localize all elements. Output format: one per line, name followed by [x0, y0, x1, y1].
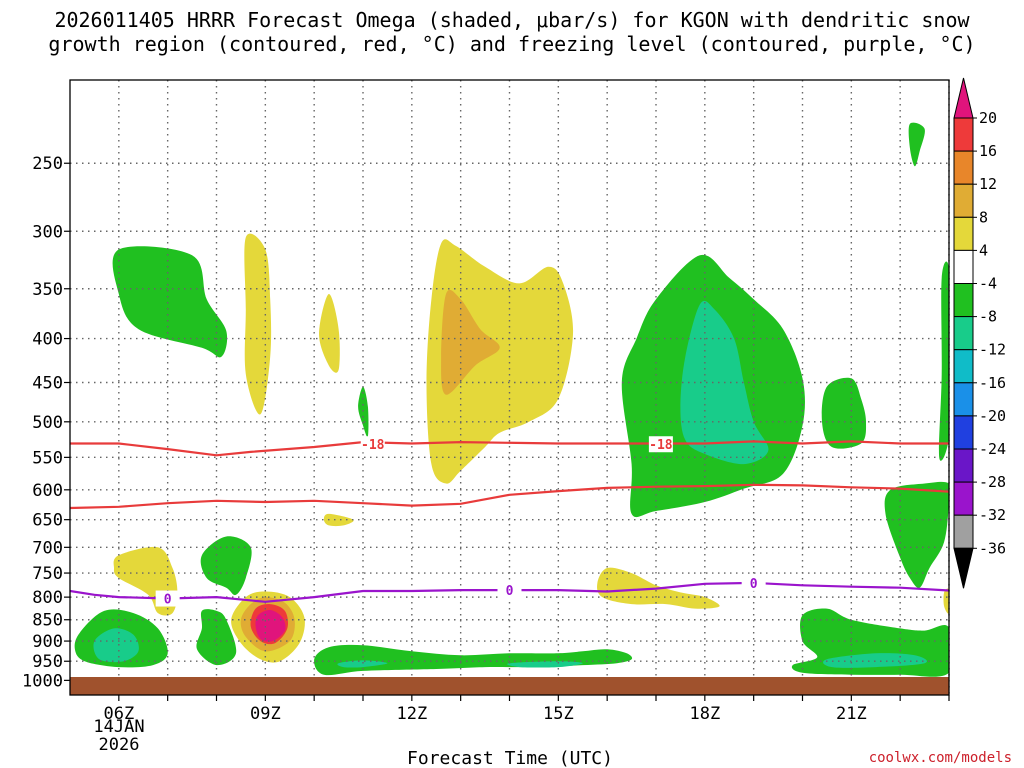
- omega-shaded-region: [319, 293, 340, 373]
- y-tick-label: 1000: [22, 671, 63, 691]
- x-axis-label: Forecast Time (UTC): [407, 748, 613, 768]
- x-tick-label: 06Z: [103, 704, 134, 724]
- contour-label: 0: [506, 584, 514, 599]
- omega-shaded-region: [884, 481, 949, 588]
- y-tick-label: 550: [32, 448, 63, 468]
- colorbar-bin: [953, 415, 974, 450]
- colorbar-label: 16: [979, 142, 997, 160]
- y-tick-label: 950: [32, 652, 63, 672]
- colorbar-bin: [953, 448, 974, 483]
- colorbar-bin: [953, 150, 974, 185]
- dgz-contour-line: [70, 440, 949, 457]
- y-tick-label: 450: [32, 374, 63, 394]
- surface-ground-bar: [70, 677, 949, 695]
- y-tick-label: 300: [32, 222, 63, 242]
- colorbar-bin: [953, 216, 974, 251]
- x-tick-label: 15Z: [543, 704, 574, 724]
- colorbar-label: -32: [979, 506, 1006, 524]
- x-tick-label: 18Z: [689, 704, 720, 724]
- colorbar-bin: [953, 117, 974, 152]
- contour-label: 0: [750, 577, 758, 592]
- credit-text: coolwx.com/models: [869, 750, 1012, 766]
- y-tick-label: 700: [32, 538, 63, 558]
- x-date-year: 2026: [99, 735, 140, 755]
- colorbar-bin: [953, 249, 974, 284]
- colorbar-label: 8: [979, 208, 988, 226]
- y-tick-label: 900: [32, 632, 63, 652]
- colorbar-bin: [953, 382, 974, 417]
- contour-label-bg: [360, 436, 385, 453]
- colorbar-label: -28: [979, 473, 1006, 491]
- y-tick-label: 400: [32, 330, 63, 350]
- colorbar-bin: [953, 514, 974, 549]
- chart-title-line-1: 2026011405 HRRR Forecast Omega (shaded, …: [54, 8, 970, 32]
- colorbar-label: -8: [979, 308, 997, 326]
- omega-shaded-region: [255, 609, 286, 642]
- x-date-day: 14JAN: [93, 717, 144, 737]
- contour-label: -18: [361, 438, 385, 453]
- x-tick-label: 12Z: [396, 704, 427, 724]
- omega-shaded-region: [244, 233, 272, 415]
- omega-shaded-region: [323, 513, 354, 527]
- omega-shaded-region: [823, 653, 927, 668]
- colorbar-label: -16: [979, 374, 1006, 392]
- omega-shaded-region: [426, 239, 574, 484]
- colorbar-bin: [953, 283, 974, 318]
- colorbar-bin: [953, 183, 974, 218]
- x-tick-label: 21Z: [836, 704, 867, 724]
- y-tick-label: 250: [32, 154, 63, 174]
- colorbar-label: -4: [979, 275, 997, 293]
- y-tick-label: 350: [32, 280, 63, 300]
- omega-shaded-region: [337, 660, 388, 668]
- omega-shaded-region: [93, 628, 139, 663]
- omega-shaded-region: [507, 661, 583, 668]
- contour-label-bg: [497, 582, 522, 599]
- contour-label-bg: [648, 436, 673, 453]
- pressure-axis: 2503003504004505005506006507007508008509…: [22, 154, 70, 691]
- colorbar-label: -12: [979, 341, 1006, 359]
- colorbar-top-arrow: [953, 77, 974, 119]
- y-tick-label: 850: [32, 611, 63, 631]
- time-axis: 06Z 09Z 12Z 15Z 18Z 21Z: [103, 695, 950, 724]
- omega-shaded-region: [821, 377, 867, 449]
- contour-label: 0: [164, 593, 172, 608]
- gridlines: [70, 80, 950, 695]
- colorbar-bin: [953, 316, 974, 351]
- y-tick-label: 500: [32, 413, 63, 433]
- contour-label-bg: [155, 590, 180, 607]
- x-tick-label: 09Z: [250, 704, 281, 724]
- colorbar-label: -24: [979, 440, 1006, 458]
- omega-shaded-region: [908, 122, 925, 167]
- y-tick-label: 600: [32, 481, 63, 501]
- colorbar: 20 16 12 8 4 -4 -8 -12 -16 -20 -24 -28 -32 -36: [953, 77, 1006, 589]
- colorbar-bin: [953, 481, 974, 516]
- omega-shaded-region: [358, 386, 369, 438]
- omega-shaded-region: [314, 644, 633, 676]
- dgz-contour-line: [70, 483, 949, 510]
- omega-shaded-region: [943, 588, 949, 614]
- colorbar-bin: [953, 349, 974, 384]
- colorbar-label: -36: [979, 539, 1006, 557]
- contour-layer: -18 -18 0 0 0: [70, 436, 949, 608]
- contour-label: -18: [649, 438, 673, 453]
- omega-shaded-region: [200, 536, 252, 596]
- colorbar-label: -20: [979, 407, 1006, 425]
- colorbar-label: 4: [979, 241, 988, 259]
- omega-shaded-region: [196, 609, 237, 666]
- chart-title-line-2: growth region (contoured, red, °C) and f…: [48, 32, 975, 56]
- y-tick-label: 750: [32, 564, 63, 584]
- y-tick-label: 800: [32, 588, 63, 608]
- colorbar-bottom-arrow: [953, 547, 974, 589]
- omega-shaded-region: [938, 261, 949, 461]
- omega-shaded-region: [441, 289, 500, 395]
- colorbar-label: 12: [979, 175, 997, 193]
- contour-label-bg: [741, 574, 766, 591]
- colorbar-label: 20: [979, 109, 997, 127]
- omega-shaded-region: [112, 246, 228, 358]
- y-tick-label: 650: [32, 511, 63, 531]
